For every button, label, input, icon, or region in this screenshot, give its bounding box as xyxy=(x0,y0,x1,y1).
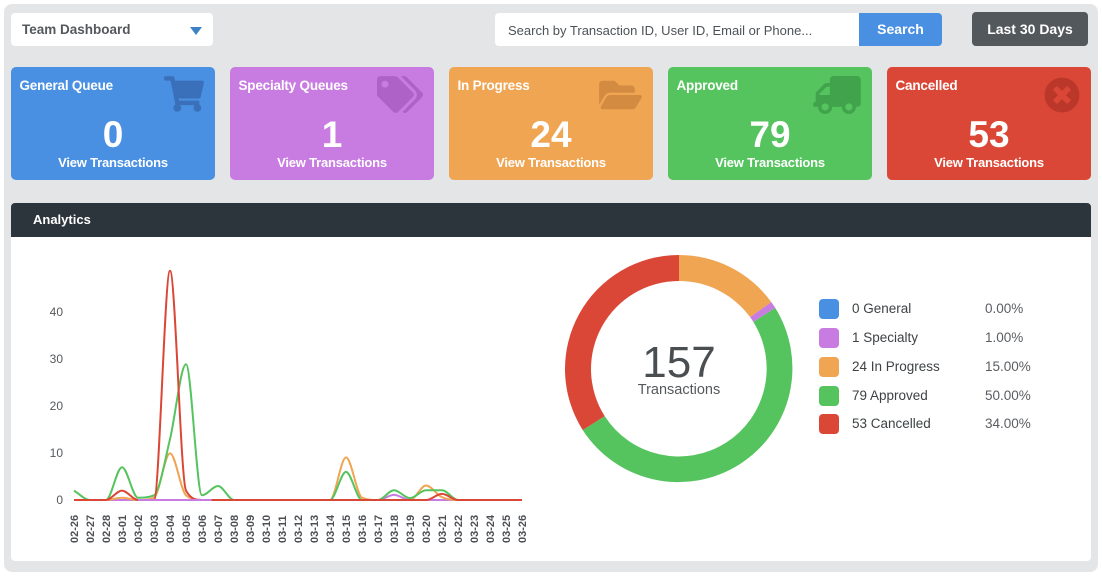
svg-text:03-07: 03-07 xyxy=(213,515,225,543)
svg-text:02-28: 02-28 xyxy=(101,515,113,543)
svg-text:03-25: 03-25 xyxy=(501,515,513,543)
svg-text:0: 0 xyxy=(56,493,63,507)
svg-text:03-17: 03-17 xyxy=(373,515,385,543)
svg-text:03-20: 03-20 xyxy=(421,515,433,543)
svg-text:20: 20 xyxy=(50,399,64,413)
svg-text:03-02: 03-02 xyxy=(133,515,145,543)
svg-text:40: 40 xyxy=(50,305,64,319)
svg-text:03-21: 03-21 xyxy=(437,515,449,543)
svg-text:03-10: 03-10 xyxy=(261,515,273,543)
svg-text:03-15: 03-15 xyxy=(341,515,353,543)
svg-text:03-24: 03-24 xyxy=(485,514,497,543)
svg-text:03-06: 03-06 xyxy=(197,515,209,543)
svg-text:03-09: 03-09 xyxy=(245,515,257,543)
svg-text:03-04: 03-04 xyxy=(165,514,177,543)
svg-text:02-26: 02-26 xyxy=(69,515,81,543)
svg-text:30: 30 xyxy=(50,352,64,366)
svg-text:03-22: 03-22 xyxy=(453,515,465,543)
svg-text:03-05: 03-05 xyxy=(181,515,193,543)
svg-text:03-18: 03-18 xyxy=(389,515,401,543)
svg-text:03-12: 03-12 xyxy=(293,515,305,543)
svg-text:03-14: 03-14 xyxy=(325,514,337,543)
svg-text:03-19: 03-19 xyxy=(405,515,417,543)
svg-text:03-23: 03-23 xyxy=(469,515,481,543)
svg-text:03-03: 03-03 xyxy=(149,515,161,543)
svg-text:03-26: 03-26 xyxy=(517,515,529,543)
svg-text:03-08: 03-08 xyxy=(229,515,241,543)
svg-text:10: 10 xyxy=(50,446,64,460)
svg-text:03-01: 03-01 xyxy=(117,515,129,543)
svg-text:02-27: 02-27 xyxy=(85,515,97,543)
svg-text:03-11: 03-11 xyxy=(277,515,289,543)
svg-text:03-13: 03-13 xyxy=(309,515,321,543)
svg-text:03-16: 03-16 xyxy=(357,515,369,543)
